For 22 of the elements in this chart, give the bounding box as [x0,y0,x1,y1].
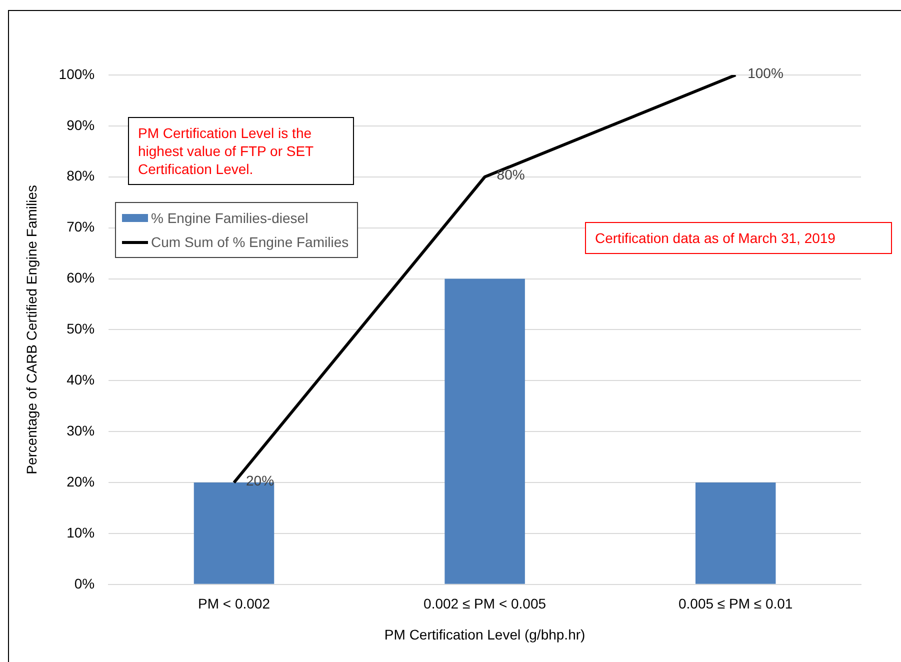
y-tick-label: 100% [58,66,95,82]
y-tick-label: 60% [66,270,95,286]
data-label: 100% [748,64,784,81]
legend-label: % Engine Families-diesel [151,210,308,226]
y-tick-label: 70% [66,218,95,235]
y-tick-label: 30% [66,422,95,438]
x-tick-label: 0.005 ≤ PM ≤ 0.01 [678,596,793,612]
note-box: Certification data as of March 31, 2019 [585,222,892,254]
x-tick-label: PM < 0.002 [198,596,270,612]
legend-label: Cum Sum of % Engine Families [151,234,349,250]
x-axis-title: PM Certification Level (g/bhp.hr) [384,626,586,642]
y-axis-title: Percentage of CARB Certified Engine Families [23,184,40,474]
y-tick-label: 40% [66,372,95,388]
x-tick-label: 0.002 ≤ PM < 0.005 [424,596,546,612]
data-label: 80% [496,166,525,183]
y-tick-label: 20% [66,473,95,490]
note-box: PM Certification Level is the highest value of FTP or SET Certification Level. [128,117,354,185]
y-tick-label: 80% [66,168,95,184]
y-tick-label: 0% [74,575,95,592]
y-tick-label: 10% [66,524,95,540]
y-tick-label: 90% [66,116,95,133]
y-tick-label: 50% [66,320,95,337]
